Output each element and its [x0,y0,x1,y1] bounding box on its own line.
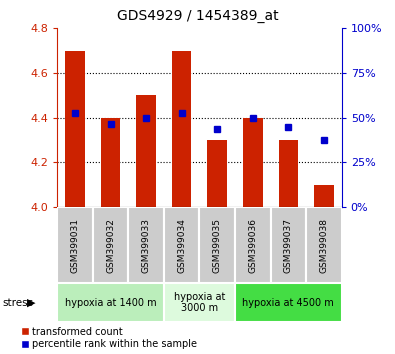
Bar [101,118,120,207]
Text: GDS4929 / 1454389_at: GDS4929 / 1454389_at [117,9,278,23]
Bar [235,207,271,283]
Bar [65,51,85,207]
Bar [306,207,342,283]
Text: GSM399034: GSM399034 [177,218,186,273]
Bar [199,207,235,283]
Text: GSM399038: GSM399038 [320,218,328,273]
Text: GSM399031: GSM399031 [71,218,79,273]
Text: GSM399033: GSM399033 [142,218,150,273]
Bar [93,207,128,283]
Text: stress: stress [2,298,33,308]
Text: hypoxia at
3000 m: hypoxia at 3000 m [174,292,225,314]
Bar [172,51,192,207]
Legend: transformed count, percentile rank within the sample: transformed count, percentile rank withi… [21,327,198,349]
Bar [207,140,227,207]
Bar [57,283,164,322]
Bar [128,207,164,283]
Bar [164,207,199,283]
Text: GSM399037: GSM399037 [284,218,293,273]
Bar [314,185,334,207]
Bar [243,118,263,207]
Bar [235,283,342,322]
Bar [278,140,298,207]
Text: GSM399036: GSM399036 [248,218,257,273]
Bar [136,95,156,207]
Text: hypoxia at 4500 m: hypoxia at 4500 m [243,298,334,308]
Bar [57,207,93,283]
Text: GSM399032: GSM399032 [106,218,115,273]
Text: GSM399035: GSM399035 [213,218,222,273]
Bar [271,207,306,283]
Bar [164,283,235,322]
Text: ▶: ▶ [27,298,36,308]
Text: hypoxia at 1400 m: hypoxia at 1400 m [65,298,156,308]
